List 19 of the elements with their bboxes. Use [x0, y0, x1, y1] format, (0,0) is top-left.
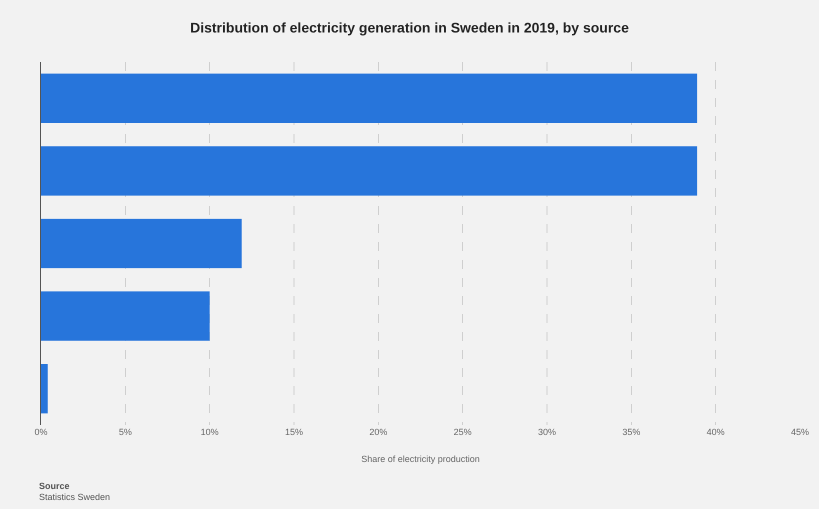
- text: Statistics Sweden: [39, 492, 110, 502]
- x-tick-label: 5%: [118, 427, 132, 437]
- x-tick-label: 15%: [284, 427, 304, 437]
- x-tick-label: 25%: [454, 427, 472, 437]
- x-tick-label: 0%: [34, 427, 48, 437]
- text: Source: [39, 481, 70, 491]
- x-tick-label: 30%: [538, 427, 556, 437]
- x-tick-label: 20%: [369, 427, 388, 437]
- bar: [41, 146, 698, 196]
- x-tick-label: 35%: [622, 427, 640, 437]
- bar: [41, 218, 242, 268]
- x-tick-label: 40%: [706, 427, 725, 437]
- x-tick-label: 45%: [790, 427, 810, 437]
- x-axis-title: Share of electricity production: [361, 454, 480, 464]
- x-tick-label: 10%: [200, 427, 219, 437]
- chart-title: Distribution of electricity generation in Sweden in 2019, by source: [190, 20, 630, 36]
- bar: [41, 364, 48, 414]
- bar: [41, 74, 698, 123]
- bar: [41, 291, 210, 341]
